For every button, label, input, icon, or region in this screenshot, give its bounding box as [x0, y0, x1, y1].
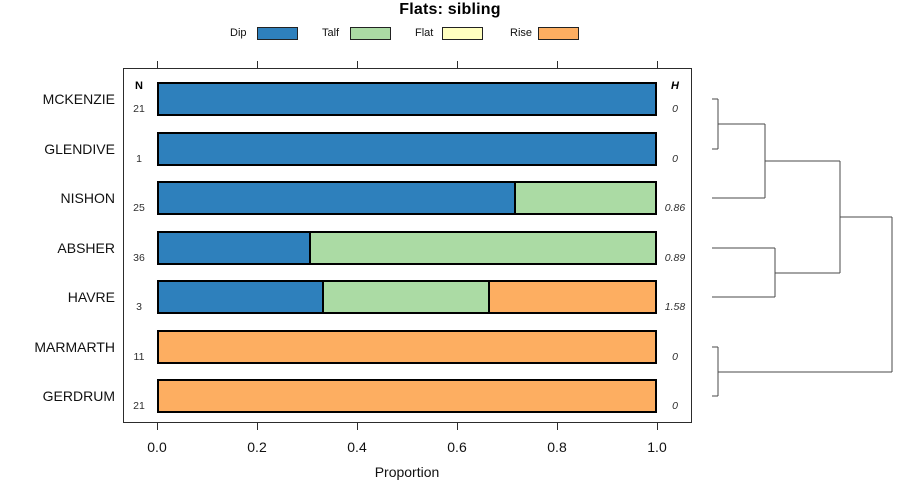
x-tick-top	[157, 61, 158, 68]
x-tick-bottom	[257, 423, 258, 430]
bar-segment-dip	[159, 282, 325, 312]
x-tick-top	[657, 61, 658, 68]
row-h-value: 0.89	[664, 252, 686, 264]
plot-box	[123, 68, 692, 423]
bar-segment-talf	[310, 233, 655, 263]
row-n-value: 1	[136, 153, 142, 165]
legend-swatch-talf	[350, 27, 391, 40]
legend-label-flat: Flat	[415, 27, 434, 39]
stacked-bar	[157, 82, 657, 116]
bar-segment-talf	[324, 282, 490, 312]
x-tick-label: 0.6	[447, 439, 467, 455]
x-axis-title: Proportion	[374, 464, 440, 480]
row-label: ABSHER	[57, 240, 115, 256]
row-h-value: 0	[672, 103, 678, 115]
bar-segment-rise	[159, 332, 655, 362]
row-label: MCKENZIE	[42, 91, 115, 107]
x-tick-top	[557, 61, 558, 68]
bar-segment-rise	[159, 381, 655, 411]
x-tick-label: 0.0	[147, 439, 167, 455]
legend-label-rise: Rise	[510, 27, 533, 39]
bar-segment-talf	[516, 183, 655, 213]
legend-swatch-flat	[442, 27, 483, 40]
legend-swatch-dip	[257, 27, 298, 40]
bar-segment-dip	[159, 233, 311, 263]
stacked-bar	[157, 330, 657, 364]
row-n-value: 3	[136, 301, 142, 313]
row-n-value: 25	[133, 202, 145, 214]
x-tick-label: 0.2	[247, 439, 267, 455]
x-tick-label: 1.0	[647, 439, 667, 455]
x-tick-top	[457, 61, 458, 68]
row-label: GERDRUM	[42, 388, 115, 404]
stacked-bar	[157, 280, 657, 314]
row-h-value: 1.58	[664, 301, 686, 313]
row-label: HAVRE	[67, 289, 115, 305]
bar-segment-rise	[489, 282, 655, 312]
legend-label-talf: Talf	[322, 27, 340, 39]
x-tick-top	[357, 61, 358, 68]
row-h-value: 0.86	[664, 202, 686, 214]
x-tick-label: 0.4	[347, 439, 367, 455]
row-label: GLENDIVE	[44, 141, 115, 157]
bar-segment-dip	[159, 183, 517, 213]
bar-segment-dip	[159, 84, 655, 114]
stacked-bar	[157, 231, 657, 265]
x-tick-label: 0.8	[547, 439, 567, 455]
row-n-value: 36	[133, 252, 145, 264]
h-column-header: H	[671, 80, 679, 92]
row-h-value: 0	[672, 153, 678, 165]
x-tick-bottom	[657, 423, 658, 430]
chart-title: Flats: sibling	[399, 1, 501, 18]
stacked-bar	[157, 379, 657, 413]
x-tick-bottom	[557, 423, 558, 430]
x-tick-bottom	[357, 423, 358, 430]
bar-segment-dip	[159, 134, 655, 164]
stacked-bar	[157, 181, 657, 215]
n-column-header: N	[135, 80, 143, 92]
row-h-value: 0	[672, 351, 678, 363]
x-tick-top	[257, 61, 258, 68]
x-tick-bottom	[457, 423, 458, 430]
row-label: MARMARTH	[34, 339, 115, 355]
legend-swatch-rise	[538, 27, 579, 40]
row-label: NISHON	[60, 190, 115, 206]
row-n-value: 21	[133, 400, 145, 412]
row-n-value: 11	[133, 351, 145, 363]
row-h-value: 0	[672, 400, 678, 412]
stacked-bar	[157, 132, 657, 166]
x-tick-bottom	[157, 423, 158, 430]
row-n-value: 21	[133, 103, 145, 115]
legend-label-dip: Dip	[230, 27, 247, 39]
